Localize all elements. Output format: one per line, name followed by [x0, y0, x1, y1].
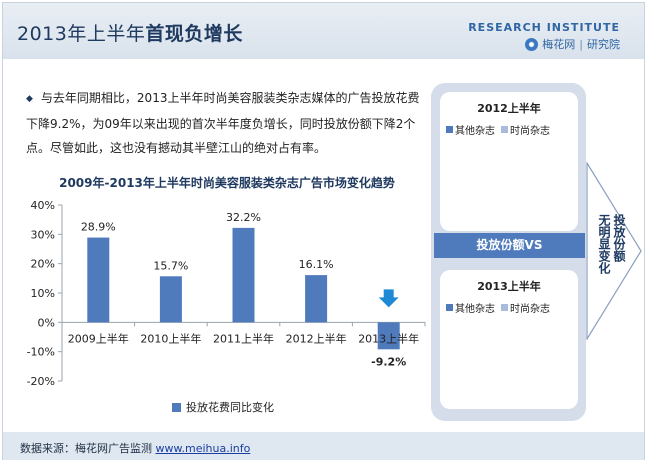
pie-legend-item: 其他杂志	[446, 122, 495, 137]
page-title-bold: 首现负增长	[145, 23, 243, 45]
page-title-plain: 2013年上半年	[17, 23, 146, 45]
pie-legend-item: 时尚杂志	[501, 300, 550, 315]
diamond-bullet-icon: ◆	[26, 94, 33, 104]
brand-sub: 研究院	[587, 38, 620, 51]
legend-swatch	[501, 304, 508, 311]
arrow-text-line1: 投放份额	[612, 214, 626, 262]
brand-logo: 梅花网 | 研究院	[525, 36, 620, 52]
legend-swatch	[501, 126, 508, 133]
brand-institute-label: RESEARCH INSTITUTE	[468, 21, 620, 34]
pie-legend-item: 其他杂志	[446, 300, 495, 315]
source-link[interactable]: www.meihua.info	[155, 442, 251, 455]
pie-legend-item: 时尚杂志	[501, 122, 550, 137]
pie-legend-label: 其他杂志	[455, 126, 495, 137]
vs-banner: 投放份额VS	[434, 233, 585, 258]
page-title: 2013年上半年首现负增长	[17, 19, 243, 46]
pie-card-2012: 2012上半年 其他杂志 时尚杂志	[440, 92, 578, 231]
legend-swatch	[172, 402, 181, 412]
bar-chart-title: 2009年-2013年上半年时尚美容服装类杂志广告市场变化趋势	[59, 176, 395, 190]
pie-legend-2012: 其他杂志 时尚杂志	[446, 122, 574, 137]
data-source-label: 数据来源：梅花网广告监测	[20, 442, 152, 455]
legend-swatch	[446, 126, 453, 133]
intro-paragraph: ◆ 与去年同期相比，2013上半年时尚美容服装类杂志媒体的广告投放花费下降9.2%…	[26, 86, 430, 160]
pie-title-2013: 2013上半年	[477, 280, 541, 293]
pie-legend-label: 其他杂志	[455, 304, 495, 315]
pie-title-2012: 2012上半年	[477, 102, 541, 115]
bar-chart-legend: 投放花费同比变化	[172, 399, 274, 415]
legend-label: 投放花费同比变化	[186, 401, 274, 414]
plum-flower-icon	[525, 37, 539, 51]
data-source: 数据来源：梅花网广告监测 www.meihua.info	[20, 440, 250, 456]
slide-header: 2013年上半年首现负增长 RESEARCH INSTITUTE 梅花网 | 研…	[3, 3, 644, 59]
brand-separator: |	[579, 37, 583, 51]
pie-card-2013: 2013上半年 其他杂志 时尚杂志	[440, 270, 578, 409]
pie-legend-2013: 其他杂志 时尚杂志	[446, 300, 574, 315]
pie-legend-label: 时尚杂志	[510, 126, 550, 137]
pie-legend-label: 时尚杂志	[510, 304, 550, 315]
arrow-text-line2: 无明显变化	[597, 214, 611, 274]
chevron-arrow-shape	[586, 162, 642, 340]
brand-name: 梅花网	[542, 38, 576, 51]
slide-footer: 数据来源：梅花网广告监测 www.meihua.info	[3, 432, 644, 460]
intro-text: 与去年同期相比，2013上半年时尚美容服装类杂志媒体的广告投放花费下降9.2%，…	[26, 91, 420, 155]
legend-swatch	[446, 304, 453, 311]
